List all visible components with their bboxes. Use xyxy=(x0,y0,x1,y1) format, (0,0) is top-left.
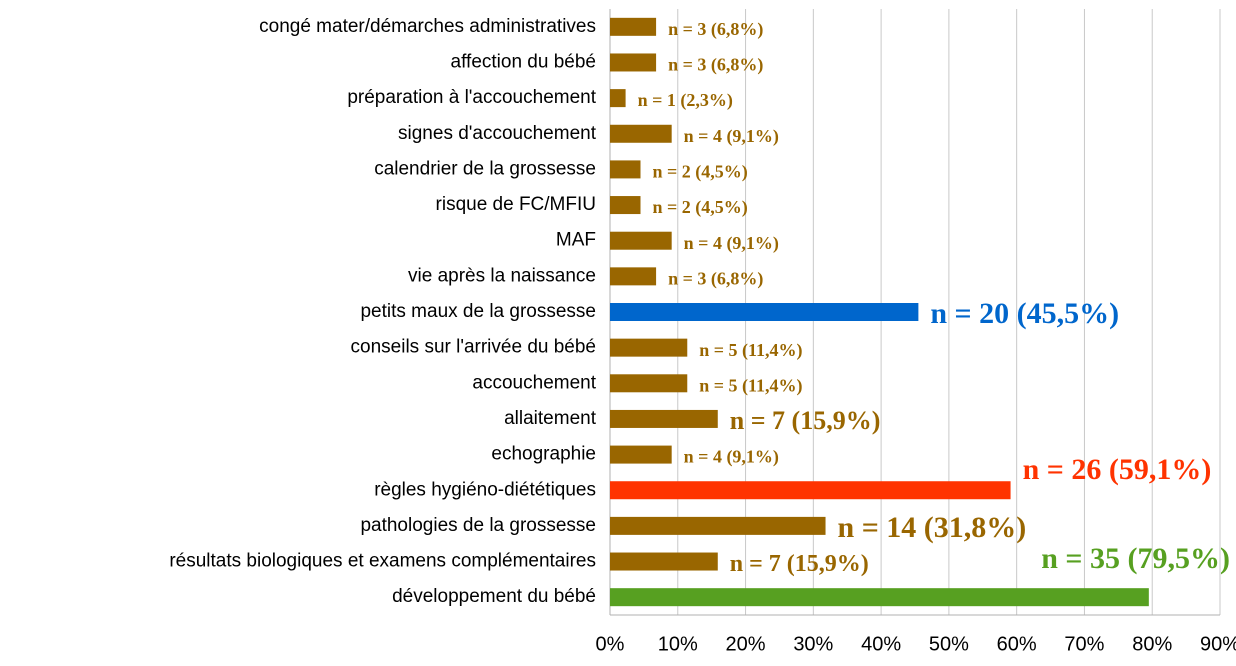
bar xyxy=(610,196,641,215)
y-tick-label: conseils sur l'arrivée du bébé xyxy=(351,337,596,358)
y-tick-label: affection du bébé xyxy=(451,51,596,72)
y-tick-label: allaitement xyxy=(504,408,597,429)
bar xyxy=(610,445,672,464)
bar xyxy=(610,231,672,250)
bar xyxy=(610,481,1011,500)
value-label: n = 35 (79,5%) xyxy=(1041,542,1230,575)
bar xyxy=(610,374,688,393)
y-tick-label: echographie xyxy=(491,444,596,465)
value-label: n = 4 (9,1%) xyxy=(684,233,779,254)
y-tick-label: accouchement xyxy=(472,372,596,393)
value-label: n = 2 (4,5%) xyxy=(653,197,748,218)
x-tick-label: 10% xyxy=(658,633,698,655)
bar xyxy=(610,53,657,72)
y-tick-label: pathologies de la grossesse xyxy=(360,515,596,536)
value-label: n = 5 (11,4%) xyxy=(699,340,802,361)
y-tick-label: résultats biologiques et examens complém… xyxy=(169,551,596,572)
bar xyxy=(610,17,657,36)
y-tick-label: risque de FC/MFIU xyxy=(436,194,596,215)
x-tick-label: 0% xyxy=(596,633,625,655)
x-tick-label: 90% xyxy=(1200,633,1236,655)
bar xyxy=(610,89,626,108)
y-tick-label: développement du bébé xyxy=(392,586,596,607)
value-label: n = 2 (4,5%) xyxy=(653,162,748,183)
bar xyxy=(610,124,672,143)
value-label: n = 4 (9,1%) xyxy=(684,447,779,468)
y-tick-label: vie après la naissance xyxy=(408,265,596,286)
bar xyxy=(610,552,718,571)
y-tick-label: préparation à l'accouchement xyxy=(347,87,596,108)
value-label: n = 1 (2,3%) xyxy=(638,90,733,111)
value-label: n = 20 (45,5%) xyxy=(930,297,1119,330)
value-label: n = 4 (9,1%) xyxy=(684,126,779,147)
bar xyxy=(610,409,718,428)
bar xyxy=(610,160,641,179)
value-label: n = 26 (59,1%) xyxy=(1023,453,1212,486)
bar xyxy=(610,338,688,357)
y-tick-label: calendrier de la grossesse xyxy=(374,158,596,179)
x-tick-label: 70% xyxy=(1064,633,1104,655)
x-tick-label: 60% xyxy=(997,633,1037,655)
x-tick-label: 20% xyxy=(726,633,766,655)
value-label: n = 3 (6,8%) xyxy=(668,268,763,289)
value-label: n = 7 (15,9%) xyxy=(730,406,881,435)
x-tick-label: 30% xyxy=(793,633,833,655)
x-tick-label: 50% xyxy=(929,633,969,655)
value-label: n = 14 (31,8%) xyxy=(838,511,1027,544)
x-tick-label: 80% xyxy=(1132,633,1172,655)
bar xyxy=(610,303,919,321)
x-tick-label: 40% xyxy=(861,633,901,655)
y-tick-label: MAF xyxy=(556,230,596,251)
y-tick-label: congé mater/démarches administratives xyxy=(259,16,596,37)
y-tick-label: petits maux de la grossesse xyxy=(360,301,596,322)
value-label: n = 5 (11,4%) xyxy=(699,375,802,396)
y-tick-label: signes d'accouchement xyxy=(398,123,597,144)
value-label: n = 7 (15,9%) xyxy=(730,551,869,577)
value-label: n = 3 (6,8%) xyxy=(668,19,763,40)
value-label: n = 3 (6,8%) xyxy=(668,55,763,76)
y-tick-label: règles hygiéno-diététiques xyxy=(374,479,596,500)
bar xyxy=(610,516,826,535)
bar xyxy=(610,267,657,286)
bar xyxy=(610,588,1149,607)
